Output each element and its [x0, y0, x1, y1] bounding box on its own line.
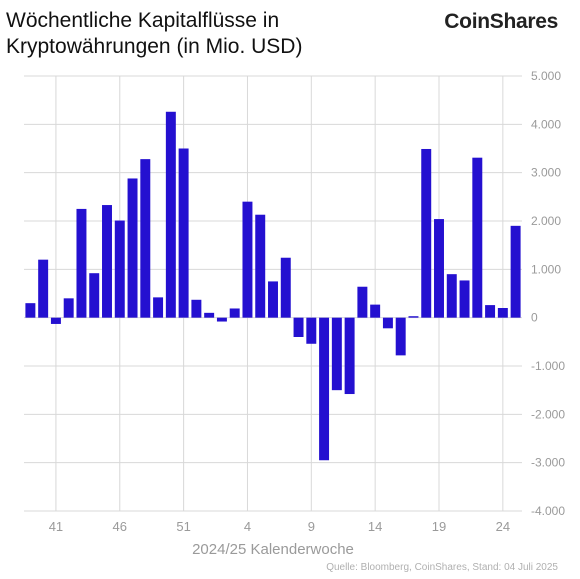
x-tick-label: 9	[308, 519, 315, 534]
y-tick-label: -3.000	[531, 456, 565, 470]
x-tick-label: 46	[113, 519, 127, 534]
chart-title-line1: Wöchentliche Kapitalflüsse in	[6, 9, 280, 32]
bar-week-12	[344, 317, 355, 395]
bar-week-47	[127, 178, 138, 318]
y-tick-label: -1.000	[531, 359, 565, 373]
bar-week-50	[165, 111, 176, 318]
bar-week-48	[140, 159, 151, 318]
y-tick-label: 3.000	[531, 166, 561, 180]
bar-week-6	[268, 281, 278, 318]
bar-week-44	[89, 273, 100, 318]
y-tick-label: 2.000	[531, 214, 561, 228]
x-tick-label: 24	[496, 519, 510, 534]
bar-week-7	[280, 257, 291, 318]
bar-week-16	[395, 317, 406, 356]
y-tick-label: -2.000	[531, 407, 565, 421]
bar-week-5	[255, 214, 266, 318]
bar-week-46	[114, 220, 125, 318]
chart-title: Wöchentliche Kapitalflüsse in Kryptowähr…	[6, 8, 302, 60]
bar-week-8	[293, 317, 304, 337]
x-tick-label: 19	[432, 519, 446, 534]
bar-week-24	[497, 308, 508, 318]
bar-week-10	[319, 317, 330, 461]
bar-week-4	[242, 201, 253, 318]
bar-week-38	[510, 225, 521, 318]
bar-week-19	[434, 219, 444, 318]
bar-week-11	[331, 317, 342, 391]
y-tick-label: 5.000	[531, 69, 561, 83]
bar-week-21	[459, 280, 470, 318]
x-tick-label: 51	[176, 519, 190, 534]
bar-week-42	[63, 298, 74, 318]
bar-week-13	[357, 286, 368, 318]
x-axis-label: 2024/25 Kalenderwoche	[192, 541, 354, 558]
bar-week-51	[178, 148, 189, 318]
y-tick-label: -4.000	[531, 504, 565, 518]
bar-week-1	[204, 312, 215, 318]
bar-week-45	[102, 205, 112, 318]
bar-week-43	[76, 208, 87, 318]
bar-week-41	[50, 317, 61, 324]
source-note: Quelle: Bloomberg, CoinShares, Stand: 04…	[326, 562, 558, 573]
bar-week-14	[370, 304, 381, 318]
x-tick-label: 14	[368, 519, 382, 534]
bar-week-15	[382, 317, 393, 329]
x-tick-label: 41	[49, 519, 63, 534]
bar-week-3	[229, 308, 240, 318]
y-tick-label: 1.000	[531, 262, 561, 276]
bar-week-17	[408, 316, 419, 318]
coinshares-logo: CoinShares	[444, 10, 558, 33]
bar-week-39	[25, 303, 36, 318]
y-tick-label: 4.000	[531, 117, 561, 131]
y-tick-label: 0	[531, 311, 538, 325]
bar-week-18	[421, 148, 432, 318]
bar-week-2	[216, 317, 227, 322]
bar-week-23	[485, 305, 496, 318]
bar-week-49	[153, 297, 164, 318]
chart-title-line2: Kryptowährungen (in Mio. USD)	[6, 35, 303, 58]
bar-week-40	[38, 259, 49, 318]
bar-week-9	[306, 317, 317, 344]
bar-week-52	[191, 299, 202, 318]
bar-week-20	[446, 274, 457, 318]
x-tick-label: 4	[244, 519, 251, 534]
bar-week-22	[472, 157, 483, 318]
